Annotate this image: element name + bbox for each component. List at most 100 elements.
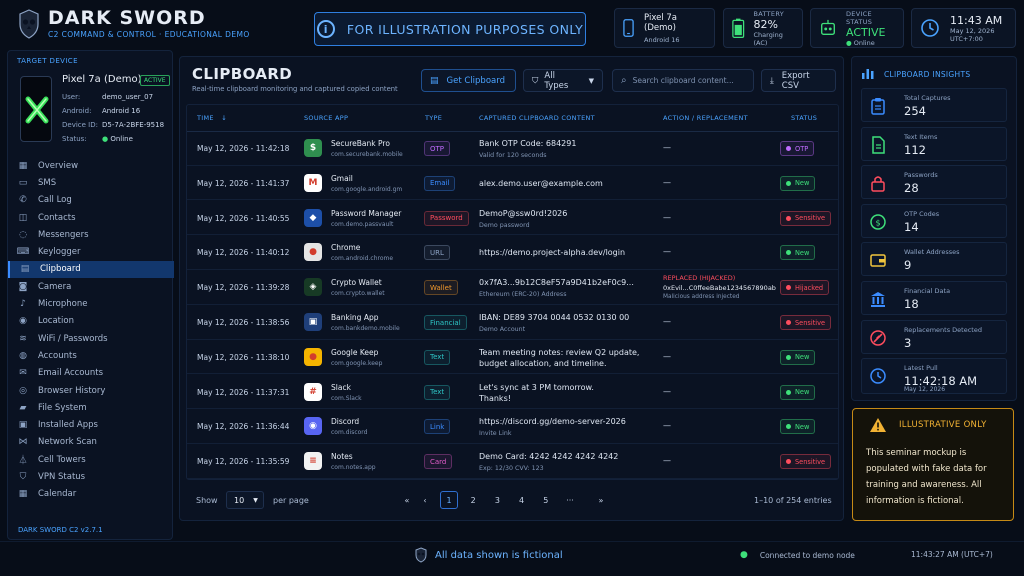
grid-icon: ▦ (18, 161, 28, 171)
search-box[interactable]: ⌕ (612, 69, 754, 92)
keyboard-icon: ⌨ (18, 247, 28, 257)
battery-card: BATTERY 82% Charging (AC) (723, 8, 803, 48)
brand-title: DARK SWORD (48, 8, 250, 28)
page-button-4[interactable]: 4 (513, 491, 531, 509)
table-row[interactable]: May 12, 2026 - 11:41:37 M Gmail com.goog… (187, 167, 838, 201)
source-app-package: com.discord (331, 429, 367, 436)
source-app-name: Banking App (331, 313, 378, 322)
action-label: REPLACED (HIJACKED) (663, 274, 735, 282)
prev-page-button[interactable]: ‹ (416, 491, 434, 509)
page-button-1[interactable]: 1 (440, 491, 458, 509)
table-row[interactable]: May 12, 2026 - 11:40:55 ◆ Password Manag… (187, 202, 838, 236)
stat-label: OTP Codes (904, 210, 939, 218)
stat-value: 112 (904, 143, 926, 157)
sidebar-item-cell-towers[interactable]: ⏃ Cell Towers (8, 451, 174, 468)
chat-icon: ◌ (18, 230, 28, 240)
sidebar-item-calendar[interactable]: ▦ Calendar (8, 486, 174, 503)
action-none: — (663, 352, 671, 361)
battery-label: BATTERY (754, 10, 795, 18)
pagination-ellipsis[interactable]: ··· (561, 491, 579, 509)
sidebar-item-messengers[interactable]: ◌ Messengers (8, 226, 174, 243)
status-badge: Sensitive (780, 315, 831, 330)
search-icon: ⌕ (621, 75, 627, 86)
content-subtext: Valid for 120 seconds (479, 152, 547, 159)
sidebar-item-accounts[interactable]: ◍ Accounts (8, 347, 174, 364)
device-card[interactable]: Pixel 7a (Demo) Android 16 (614, 8, 715, 48)
sidebar-item-keylogger[interactable]: ⌨ Keylogger (8, 243, 174, 260)
page-subtitle: Real-time clipboard monitoring and captu… (192, 85, 398, 93)
filter-icon: ⛉ (532, 76, 538, 86)
version-label: DARK SWORD C2 v2.7.1 (18, 526, 103, 534)
type-filter-dropdown[interactable]: ⛉ All Types ▼ (523, 69, 603, 92)
table-row[interactable]: May 12, 2026 - 11:35:59 ≡ Notes com.note… (187, 445, 838, 479)
source-app-package: com.bankdemo.mobile (331, 325, 400, 332)
sidebar-item-vpn-status[interactable]: ⛉ VPN Status (8, 468, 174, 485)
sidebar-item-overview[interactable]: ▦ Overview (8, 157, 174, 174)
last-page-button[interactable]: » (592, 491, 610, 509)
action-none: — (663, 317, 671, 326)
action-none: — (663, 143, 671, 152)
smartphone-icon (623, 18, 634, 38)
col-time[interactable]: TIME ↓ (197, 114, 227, 122)
search-input[interactable] (633, 76, 743, 85)
type-badge: Email (424, 176, 455, 191)
page-title: CLIPBOARD (192, 65, 292, 83)
document-icon (870, 136, 886, 154)
col-source-app: SOURCE APP (304, 114, 348, 122)
sidebar-item-camera[interactable]: ◙ Camera (8, 278, 174, 295)
first-page-button[interactable]: « (398, 491, 416, 509)
table-row[interactable]: May 12, 2026 - 11:38:10 ● Google Keep co… (187, 341, 838, 375)
table-row[interactable]: May 12, 2026 - 11:40:12 ● Chrome com.and… (187, 236, 838, 270)
action-none: — (663, 213, 671, 222)
discord-icon: ◉ (304, 417, 322, 435)
show-label: Show (196, 496, 218, 505)
sidebar-item-label: Messengers (38, 230, 89, 240)
sidebar-item-label: File System (38, 403, 87, 413)
sidebar-item-wifi-passwords[interactable]: ≋ WiFi / Passwords (8, 330, 174, 347)
device-os: Android 16 (644, 36, 706, 44)
source-app-name: Password Manager (331, 209, 401, 218)
type-badge: Wallet (424, 280, 458, 295)
stat-wallet-addresses: Wallet Addresses 9 (861, 242, 1007, 276)
crypto-wallet-icon: ◈ (304, 278, 322, 296)
per-page-label: per page (273, 496, 309, 505)
content-text: Let's sync at 3 PM tomorrow. (479, 383, 594, 392)
page-button-3[interactable]: 3 (488, 491, 506, 509)
sidebar-item-sms[interactable]: ▭ SMS (8, 174, 174, 191)
table-row[interactable]: May 12, 2026 - 11:42:18 $ SecureBank Pro… (187, 132, 838, 166)
sidebar-item-label: Browser History (38, 386, 105, 396)
per-page-select[interactable]: 10 ▼ (226, 491, 264, 509)
stat-value: 18 (904, 297, 919, 311)
status-dot-icon (786, 146, 791, 151)
table-row[interactable]: May 12, 2026 - 11:37:31 # Slack com.Slac… (187, 376, 838, 410)
stat-value: 28 (904, 181, 919, 195)
sidebar-item-email-accounts[interactable]: ✉ Email Accounts (8, 365, 174, 382)
source-app-name: Gmail (331, 174, 353, 183)
sidebar-item-microphone[interactable]: ♪ Microphone (8, 295, 174, 312)
table-row[interactable]: May 12, 2026 - 11:38:56 ▣ Banking App co… (187, 306, 838, 340)
capture-time: May 12, 2026 - 11:37:31 (197, 388, 289, 397)
export-csv-label: Export CSV (782, 71, 827, 91)
status-badge: New (780, 419, 815, 434)
stat-value: 3 (904, 336, 911, 350)
sidebar-item-clipboard[interactable]: ▤ Clipboard (8, 261, 174, 278)
sidebar-item-browser-history[interactable]: ◎ Browser History (8, 382, 174, 399)
double-chevron-right-icon: » (599, 496, 604, 505)
sidebar-item-network-scan[interactable]: ⋈ Network Scan (8, 434, 174, 451)
sidebar-item-call-log[interactable]: ✆ Call Log (8, 192, 174, 209)
get-clipboard-button[interactable]: ▤ Get Clipboard (421, 69, 516, 92)
capture-time: May 12, 2026 - 11:40:12 (197, 248, 289, 257)
table-row[interactable]: May 12, 2026 - 11:36:44 ◉ Discord com.di… (187, 410, 838, 444)
info-icon: i (317, 20, 335, 38)
export-csv-button[interactable]: ⤓ Export CSV (761, 69, 836, 92)
table-row[interactable]: May 12, 2026 - 11:39:28 ◈ Crypto Wallet … (187, 271, 838, 305)
page-button-2[interactable]: 2 (464, 491, 482, 509)
phone-x-icon (21, 77, 52, 142)
device-status-label: DEVICE STATUS (846, 10, 895, 26)
sidebar-item-installed-apps[interactable]: ▣ Installed Apps (8, 416, 174, 433)
sidebar-item-contacts[interactable]: ◫ Contacts (8, 209, 174, 226)
page-button-5[interactable]: 5 (537, 491, 555, 509)
sidebar-item-file-system[interactable]: ▰ File System (8, 399, 174, 416)
sidebar-item-location[interactable]: ◉ Location (8, 313, 174, 330)
insights-panel: CLIPBOARD INSIGHTS Total Captures 254 Te… (851, 56, 1017, 401)
